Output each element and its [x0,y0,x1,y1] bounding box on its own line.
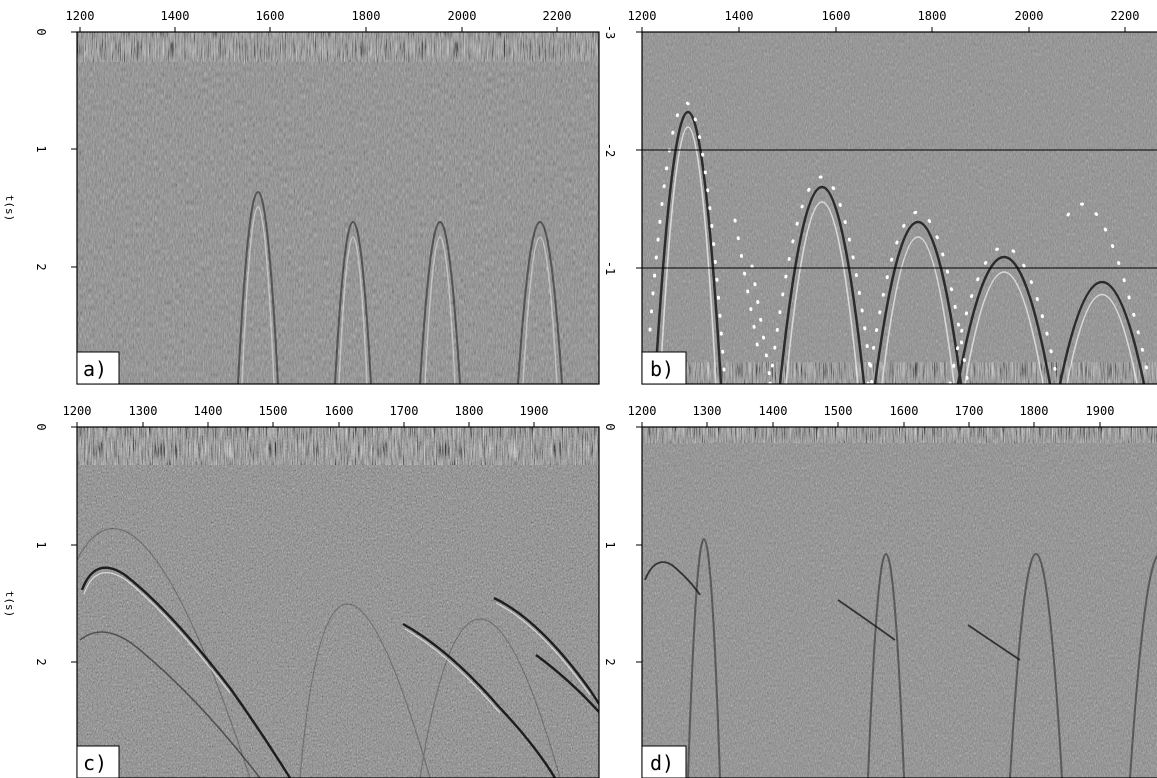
panel-c-seismic-image [77,427,599,778]
panel-d-label-box: d) [641,745,687,778]
panel-b-label-box: b) [641,351,687,385]
panel-a-x-ticks: 1200 1400 1600 1800 2000 2200 [66,9,572,32]
panel-a-x-tick-label: 1200 [66,9,95,23]
panel-a-y-tick-label: 0 [34,28,48,35]
panel-b-x-tick-label: 2200 [1111,9,1140,23]
panel-d-x-tick-label: 1700 [955,404,984,418]
panel-c-x-tick-label: 1600 [325,404,354,418]
panel-b-x-tick-label: 1400 [725,9,754,23]
panel-a-x-tick-label: 1600 [256,9,285,23]
panel-a: a) 1200 1400 1600 1800 2000 2200 0 1 2 t… [3,9,600,385]
panel-d-seismic-image [642,427,1157,778]
panel-b-x-tick-label: 2000 [1015,9,1044,23]
panel-d-y-ticks: 0 1 2 [603,423,642,666]
panel-a-y-tick-label: 2 [34,263,48,270]
panel-c-x-tick-label: 1900 [520,404,549,418]
panel-a-x-tick-label: 2200 [543,9,572,23]
panel-a-y-ticks: 0 1 2 t(s) [3,28,77,271]
panel-a-label: a) [83,357,107,381]
panel-d-y-tick-label: 0 [603,423,617,430]
panel-d-x-tick-label: 1500 [824,404,853,418]
panel-b: b) 1200 1400 1600 1800 2000 2200 -3 -2 -… [603,9,1157,385]
panel-b-x-tick-label: 1600 [822,9,851,23]
panel-c: c) 1200 1300 1400 1500 1600 1700 1800 19… [3,404,600,778]
panel-c-label: c) [83,751,107,775]
panel-b-side-tick-label: -1 [603,261,617,275]
panel-d-x-tick-label: 1800 [1020,404,1049,418]
panel-d-y-tick-label: 2 [603,658,617,665]
panel-a-seismic-image [77,32,599,384]
panel-c-y-tick-label: 0 [34,423,48,430]
panel-d-x-ticks: 1200 1300 1400 1500 1600 1700 1800 1900 [628,404,1115,427]
panel-d-x-tick-label: 1900 [1086,404,1115,418]
panel-c-y-ticks: 0 1 2 t(s) [3,423,77,666]
panel-b-side-tick-label: -2 [603,143,617,157]
panel-a-y-tick-label: 1 [34,145,48,152]
panel-c-x-tick-label: 1700 [390,404,419,418]
panel-c-y-tick-label: 2 [34,658,48,665]
panel-c-x-tick-label: 1400 [194,404,223,418]
panel-c-y-tick-label: 1 [34,541,48,548]
panel-d-x-tick-label: 1600 [890,404,919,418]
panel-d-x-tick-label: 1200 [628,404,657,418]
panel-c-x-tick-label: 1200 [63,404,92,418]
panel-b-x-ticks: 1200 1400 1600 1800 2000 2200 [628,9,1140,32]
panel-a-label-box: a) [76,351,120,385]
panel-c-x-tick-label: 1800 [455,404,484,418]
panel-c-label-box: c) [76,745,120,778]
panel-d-x-tick-label: 1400 [759,404,788,418]
panel-b-side-tick-label: -3 [603,25,617,39]
panel-d-x-tick-label: 1300 [693,404,722,418]
panel-d-y-tick-label: 1 [603,541,617,548]
panel-b-label: b) [650,357,674,381]
panel-c-x-tick-label: 1300 [129,404,158,418]
panel-a-x-tick-label: 2000 [448,9,477,23]
panel-c-x-tick-label: 1500 [259,404,288,418]
panel-a-x-tick-label: 1400 [161,9,190,23]
panel-c-x-ticks: 1200 1300 1400 1500 1600 1700 1800 1900 [63,404,549,427]
panel-b-left-ticks: -3 -2 -1 [603,25,642,275]
panel-d: d) 1200 1300 1400 1500 1600 1700 1800 19… [603,404,1157,778]
panel-c-y-axis-title: t(s) [3,591,16,618]
panel-d-label: d) [650,751,674,775]
panel-b-x-tick-label: 1200 [628,9,657,23]
panel-b-x-tick-label: 1800 [918,9,947,23]
panel-a-x-tick-label: 1800 [352,9,381,23]
panel-a-y-axis-title: t(s) [3,195,16,222]
panel-b-seismic-image [642,32,1157,384]
